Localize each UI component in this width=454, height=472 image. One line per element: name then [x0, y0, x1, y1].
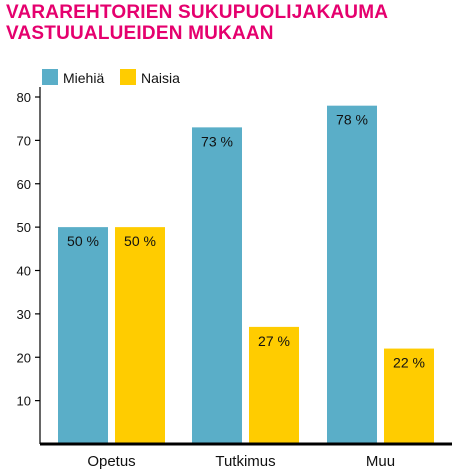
bar-Naisia-Opetus: [115, 227, 165, 444]
bar-data-label: 78 %: [336, 112, 368, 128]
y-tick-label: 70: [17, 133, 31, 148]
legend-label-1: Naisia: [141, 70, 180, 86]
legend: Miehiä Naisia: [42, 69, 180, 86]
bar-Miehiä-Opetus: [58, 227, 108, 444]
y-tick-label: 80: [17, 90, 31, 105]
legend-swatch-1: [120, 69, 136, 85]
bar-Miehiä-Muu: [327, 105, 377, 445]
y-tick-label: 40: [17, 264, 31, 279]
y-tick-label: 20: [17, 350, 31, 365]
y-axis: 10 20 30 40 50 60 70 80: [17, 87, 41, 444]
x-axis: Opetus Tutkimus Muu: [40, 442, 452, 470]
x-category-label: Opetus: [87, 453, 135, 470]
bar-data-label: 73 %: [201, 133, 233, 149]
bar-Naisia-Muu: [384, 348, 434, 444]
bar-Naisia-Tutkimus: [249, 326, 299, 444]
x-category-label: Muu: [366, 453, 395, 470]
y-tick-label: 30: [17, 307, 31, 322]
chart-title: VARAREHTORIEN SUKUPUOLIJAKAUMA VASTUUALU…: [6, 2, 388, 44]
x-category-label: Tutkimus: [215, 453, 275, 470]
bar-data-label: 50 %: [67, 233, 99, 249]
bar-Miehiä-Tutkimus: [192, 127, 242, 445]
legend-label-0: Miehiä: [63, 70, 104, 86]
bar-data-label: 27 %: [258, 333, 290, 349]
bar-data-label: 50 %: [124, 233, 156, 249]
bar-data-label: 22 %: [393, 355, 425, 371]
chart-title-line-2: VASTUUALUEIDEN MUKAAN: [6, 23, 274, 44]
bars: 50 % 50 % 73 % 27 % 78 % 22 %: [58, 105, 434, 445]
y-tick-label: 60: [17, 177, 31, 192]
y-tick-label: 50: [17, 220, 31, 235]
chart-title-line-1: VARAREHTORIEN SUKUPUOLIJAKAUMA: [6, 2, 389, 23]
legend-swatch-0: [42, 69, 58, 85]
y-tick-label: 10: [17, 394, 31, 409]
